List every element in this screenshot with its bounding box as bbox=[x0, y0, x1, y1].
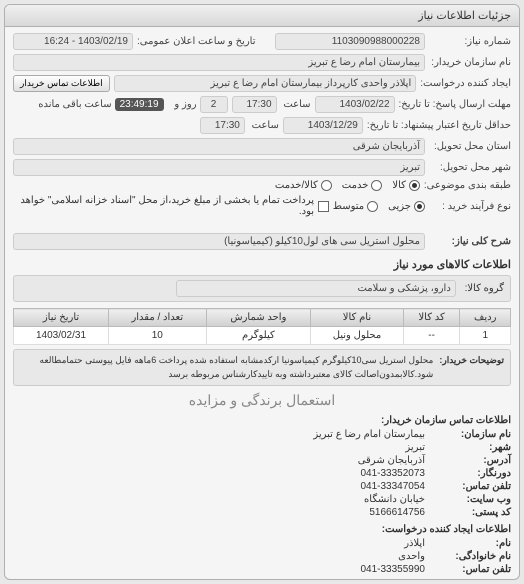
c-fax-label: دورنگار: bbox=[431, 468, 511, 479]
deadline-date: 1403/02/22 bbox=[315, 96, 395, 113]
buyer-value: بیمارستان امام رضا ع تبریز bbox=[13, 54, 425, 71]
need-title-value: محلول استریل سی های لول10کیلو (کیمیاسونی… bbox=[13, 233, 425, 250]
creator-section-title: اطلاعات ایجاد کننده درخواست: bbox=[13, 524, 511, 535]
c-cphone-label: تلفن تماس: bbox=[431, 564, 511, 575]
announce-value: 1403/02/19 - 16:24 bbox=[13, 33, 133, 50]
buyer-desc-box: توضیحات خریدار: محلول استریل سی10کیلوگرم… bbox=[13, 349, 511, 386]
c-cphone-value: 041-33355990 bbox=[360, 564, 425, 575]
time-label-1: ساعت bbox=[281, 99, 311, 110]
c-postal-value: 5166614756 bbox=[369, 507, 425, 518]
radio-partial-label: جزیی bbox=[388, 201, 411, 212]
c-org-label: نام سازمان: bbox=[431, 429, 511, 440]
goods-group-box: گروه کالا: دارو، پزشکی و سلامت bbox=[13, 275, 511, 302]
radio-goods[interactable] bbox=[409, 180, 420, 191]
days-label: روز و bbox=[167, 99, 197, 110]
c-city-value: تبریز bbox=[405, 442, 425, 453]
category-radio-group: کالا خدمت کالا/خدمت bbox=[275, 180, 420, 191]
remaining-time: 23:49:19 bbox=[115, 98, 164, 111]
c-lname-label: نام خانوادگی: bbox=[431, 551, 511, 562]
remaining-box: 2 روز و 23:49:19 ساعت باقی مانده bbox=[38, 96, 227, 113]
details-panel: جزئیات اطلاعات نیاز شماره نیاز: 11030909… bbox=[4, 4, 520, 580]
buyer-label: نام سازمان خریدار: bbox=[429, 57, 511, 68]
creator-value: اپلاذر واحدی کارپرداز بیمارستان امام رضا… bbox=[114, 75, 417, 92]
c-phone-label: تلفن تماس: bbox=[431, 481, 511, 492]
process-label: نوع فرآیند خرید : bbox=[429, 201, 511, 212]
valid-date: 1403/12/29 bbox=[283, 117, 363, 134]
goods-section-title: اطلاعات کالاهای مورد نیاز bbox=[13, 258, 511, 271]
time-label-2: ساعت bbox=[249, 120, 279, 131]
panel-body: شماره نیاز: 1103090988000228 تاریخ و ساع… bbox=[5, 27, 519, 227]
process-radio-group: جزیی متوسط bbox=[333, 201, 425, 212]
table-row: 1 -- محلول ونیل کیلوگرم 10 1403/02/31 bbox=[14, 327, 511, 345]
c-site-value: خیابان دانشگاه bbox=[364, 494, 425, 505]
announce-label: تاریخ و ساعت اعلان عمومی: bbox=[137, 36, 256, 47]
radio-service-label: خدمت bbox=[342, 180, 369, 191]
td-row: 1 bbox=[460, 327, 511, 345]
req-no-label: شماره نیاز: bbox=[429, 36, 511, 47]
province-value: آذربایجان شرقی bbox=[13, 138, 425, 155]
td-unit: کیلوگرم bbox=[206, 327, 311, 345]
desc-text: محلول استریل سی10کیلوگرم کیمیاسونیا ارکد… bbox=[20, 354, 433, 381]
th-qty: تعداد / مقدار bbox=[109, 309, 207, 327]
c-postal-label: کد پستی: bbox=[431, 507, 511, 518]
watermark: استعمال برندگی و مزایده bbox=[5, 390, 519, 411]
c-lname-value: واحدی bbox=[398, 551, 425, 562]
province-label: استان محل تحویل: bbox=[429, 141, 511, 152]
radio-medium-label: متوسط bbox=[333, 201, 364, 212]
process-note: پرداخت تمام یا بخشی از مبلغ خرید،از محل … bbox=[13, 195, 314, 217]
need-title-label: شرح کلی نیاز: bbox=[429, 236, 511, 247]
td-qty: 10 bbox=[109, 327, 207, 345]
valid-time: 17:30 bbox=[200, 117, 245, 134]
c-phone-value: 041-33347054 bbox=[360, 481, 425, 492]
radio-goods-service[interactable] bbox=[321, 180, 332, 191]
c-address-label: آدرس: bbox=[431, 455, 511, 466]
contact-buyer-button[interactable]: اطلاعات تماس خریدار bbox=[13, 75, 110, 92]
city-value: تبریز bbox=[13, 159, 425, 176]
deadline-label: مهلت ارسال پاسخ: تا تاریخ: bbox=[399, 99, 511, 110]
td-name: محلول ونیل bbox=[311, 327, 404, 345]
deadline-time: 17:30 bbox=[232, 96, 277, 113]
group-label: طبقه بندی موضوعی: bbox=[424, 180, 511, 191]
panel-title: جزئیات اطلاعات نیاز bbox=[5, 5, 519, 27]
c-fax-value: 041-33352073 bbox=[360, 468, 425, 479]
c-address-value: آذربایجان شرقی bbox=[358, 455, 425, 466]
th-name: نام کالا bbox=[311, 309, 404, 327]
treasury-checkbox[interactable] bbox=[318, 201, 329, 212]
th-unit: واحد شمارش bbox=[206, 309, 311, 327]
goods-group-label: گروه کالا: bbox=[465, 283, 504, 294]
remaining-label: ساعت باقی مانده bbox=[38, 99, 111, 110]
td-code: -- bbox=[403, 327, 460, 345]
radio-goods-label: کالا bbox=[392, 180, 406, 191]
c-site-label: وب سایت: bbox=[431, 494, 511, 505]
radio-partial[interactable] bbox=[414, 201, 425, 212]
radio-goods-service-label: کالا/خدمت bbox=[275, 180, 318, 191]
contact-section: اطلاعات تماس سازمان خریدار: نام سازمان: ب… bbox=[13, 415, 511, 575]
req-no-value: 1103090988000228 bbox=[275, 33, 425, 50]
creator-label: ایجاد کننده درخواست: bbox=[420, 78, 511, 89]
desc-label: توضیحات خریدار: bbox=[439, 354, 504, 381]
days-value: 2 bbox=[200, 96, 228, 113]
th-row: ردیف bbox=[460, 309, 511, 327]
contact-section-title: اطلاعات تماس سازمان خریدار: bbox=[13, 415, 511, 426]
td-date: 1403/02/31 bbox=[14, 327, 109, 345]
c-city-label: شهر: bbox=[431, 442, 511, 453]
c-name-label: نام: bbox=[431, 538, 511, 549]
th-code: کد کالا bbox=[403, 309, 460, 327]
c-org-value: بیمارستان امام رضا ع تبریز bbox=[313, 429, 425, 440]
th-date: تاریخ نیاز bbox=[14, 309, 109, 327]
goods-table: ردیف کد کالا نام کالا واحد شمارش تعداد /… bbox=[13, 308, 511, 345]
city-label: شهر محل تحویل: bbox=[429, 162, 511, 173]
radio-medium[interactable] bbox=[367, 201, 378, 212]
goods-group-value: دارو، پزشکی و سلامت bbox=[176, 280, 456, 297]
c-name-value: اپلاذر bbox=[404, 538, 425, 549]
radio-service[interactable] bbox=[371, 180, 382, 191]
valid-label: حداقل تاریخ اعتبار پیشنهاد: تا تاریخ: bbox=[367, 120, 511, 131]
